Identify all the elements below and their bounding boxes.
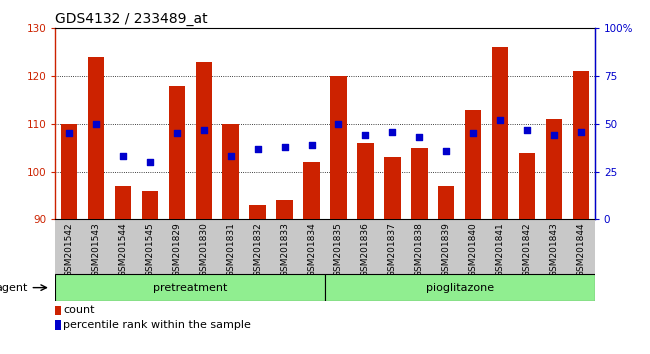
Text: GSM201840: GSM201840 xyxy=(469,222,478,277)
Text: GSM201545: GSM201545 xyxy=(145,222,154,277)
Text: GSM201837: GSM201837 xyxy=(388,222,397,277)
Point xyxy=(64,131,74,136)
Point xyxy=(414,135,424,140)
Text: GSM201838: GSM201838 xyxy=(415,222,424,277)
Point xyxy=(172,131,182,136)
Point xyxy=(252,146,263,152)
Bar xyxy=(276,200,292,219)
Bar xyxy=(325,274,595,301)
Bar xyxy=(55,320,61,330)
Point xyxy=(468,131,478,136)
Text: GSM201544: GSM201544 xyxy=(118,222,127,277)
Text: agent: agent xyxy=(0,282,27,293)
Bar xyxy=(465,110,482,219)
Point xyxy=(198,127,209,132)
Bar xyxy=(304,162,320,219)
Bar xyxy=(60,124,77,219)
Point xyxy=(306,142,317,148)
Bar xyxy=(519,153,536,219)
Bar xyxy=(114,186,131,219)
Bar xyxy=(358,143,374,219)
Point xyxy=(495,117,506,123)
Bar xyxy=(492,47,508,219)
Text: GSM201843: GSM201843 xyxy=(550,222,559,277)
Point xyxy=(360,132,370,138)
Text: GDS4132 / 233489_at: GDS4132 / 233489_at xyxy=(55,12,208,26)
Bar xyxy=(411,148,428,219)
Point xyxy=(549,132,560,138)
Bar xyxy=(55,306,61,315)
Point xyxy=(522,127,532,132)
Point xyxy=(226,154,236,159)
Text: GSM201836: GSM201836 xyxy=(361,222,370,277)
Text: GSM201842: GSM201842 xyxy=(523,222,532,277)
Text: GSM201839: GSM201839 xyxy=(442,222,451,277)
Text: pretreatment: pretreatment xyxy=(153,282,228,293)
Point xyxy=(387,129,398,135)
Text: GSM201835: GSM201835 xyxy=(334,222,343,277)
Bar xyxy=(88,57,104,219)
Bar xyxy=(250,205,266,219)
Text: GSM201543: GSM201543 xyxy=(91,222,100,277)
Point xyxy=(118,154,128,159)
Text: GSM201844: GSM201844 xyxy=(577,222,586,277)
Point xyxy=(144,159,155,165)
Text: GSM201831: GSM201831 xyxy=(226,222,235,277)
Bar xyxy=(196,62,212,219)
Text: percentile rank within the sample: percentile rank within the sample xyxy=(64,320,252,330)
Point xyxy=(280,144,290,150)
Point xyxy=(333,121,344,127)
Text: GSM201832: GSM201832 xyxy=(253,222,262,277)
Text: GSM201830: GSM201830 xyxy=(199,222,208,277)
Bar xyxy=(330,76,346,219)
Bar xyxy=(222,124,239,219)
Text: GSM201833: GSM201833 xyxy=(280,222,289,277)
Bar xyxy=(384,157,400,219)
Point xyxy=(576,129,586,135)
Text: count: count xyxy=(64,306,95,315)
Text: pioglitazone: pioglitazone xyxy=(426,282,494,293)
Bar xyxy=(142,191,158,219)
Bar xyxy=(55,274,325,301)
Bar xyxy=(168,86,185,219)
Bar xyxy=(546,119,562,219)
Text: GSM201834: GSM201834 xyxy=(307,222,316,277)
Text: GSM201829: GSM201829 xyxy=(172,222,181,277)
Point xyxy=(90,121,101,127)
Text: GSM201542: GSM201542 xyxy=(64,222,73,277)
Bar xyxy=(438,186,454,219)
Text: GSM201841: GSM201841 xyxy=(496,222,505,277)
Bar xyxy=(573,72,590,219)
Point xyxy=(441,148,452,154)
